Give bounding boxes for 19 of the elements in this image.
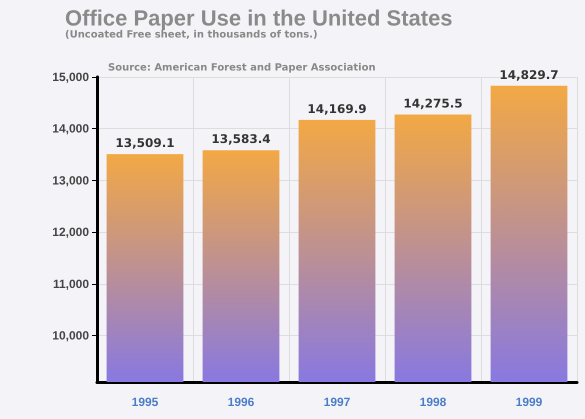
data-label: 14,169.9 xyxy=(307,102,367,116)
data-label: 13,509.1 xyxy=(115,136,175,150)
chart-subtitle: (Uncoated Free sheet, in thousands of tons.) xyxy=(65,30,318,40)
y-tick-label: 11,000 xyxy=(52,276,90,291)
x-tick-label: 1998 xyxy=(420,395,447,409)
data-label: 13,583.4 xyxy=(211,132,271,146)
chart-title: Office Paper Use in the United States xyxy=(65,6,453,30)
y-tick-label: 15,000 xyxy=(52,70,90,84)
y-tick-label: 14,000 xyxy=(52,122,90,136)
y-tick-label: 13,000 xyxy=(52,173,90,188)
x-tick-label: 1995 xyxy=(132,395,159,409)
y-tick-label: 10,000 xyxy=(52,328,90,342)
y-tick-label: 12,000 xyxy=(52,225,90,240)
x-tick-label: 1996 xyxy=(228,395,255,409)
data-label: 14,829.7 xyxy=(499,68,559,82)
x-tick-label: 1999 xyxy=(516,395,543,409)
source-note: Source: American Forest and Paper Association xyxy=(108,62,376,74)
data-label: 14,275.5 xyxy=(403,96,463,110)
x-tick-label: 1997 xyxy=(324,395,351,409)
